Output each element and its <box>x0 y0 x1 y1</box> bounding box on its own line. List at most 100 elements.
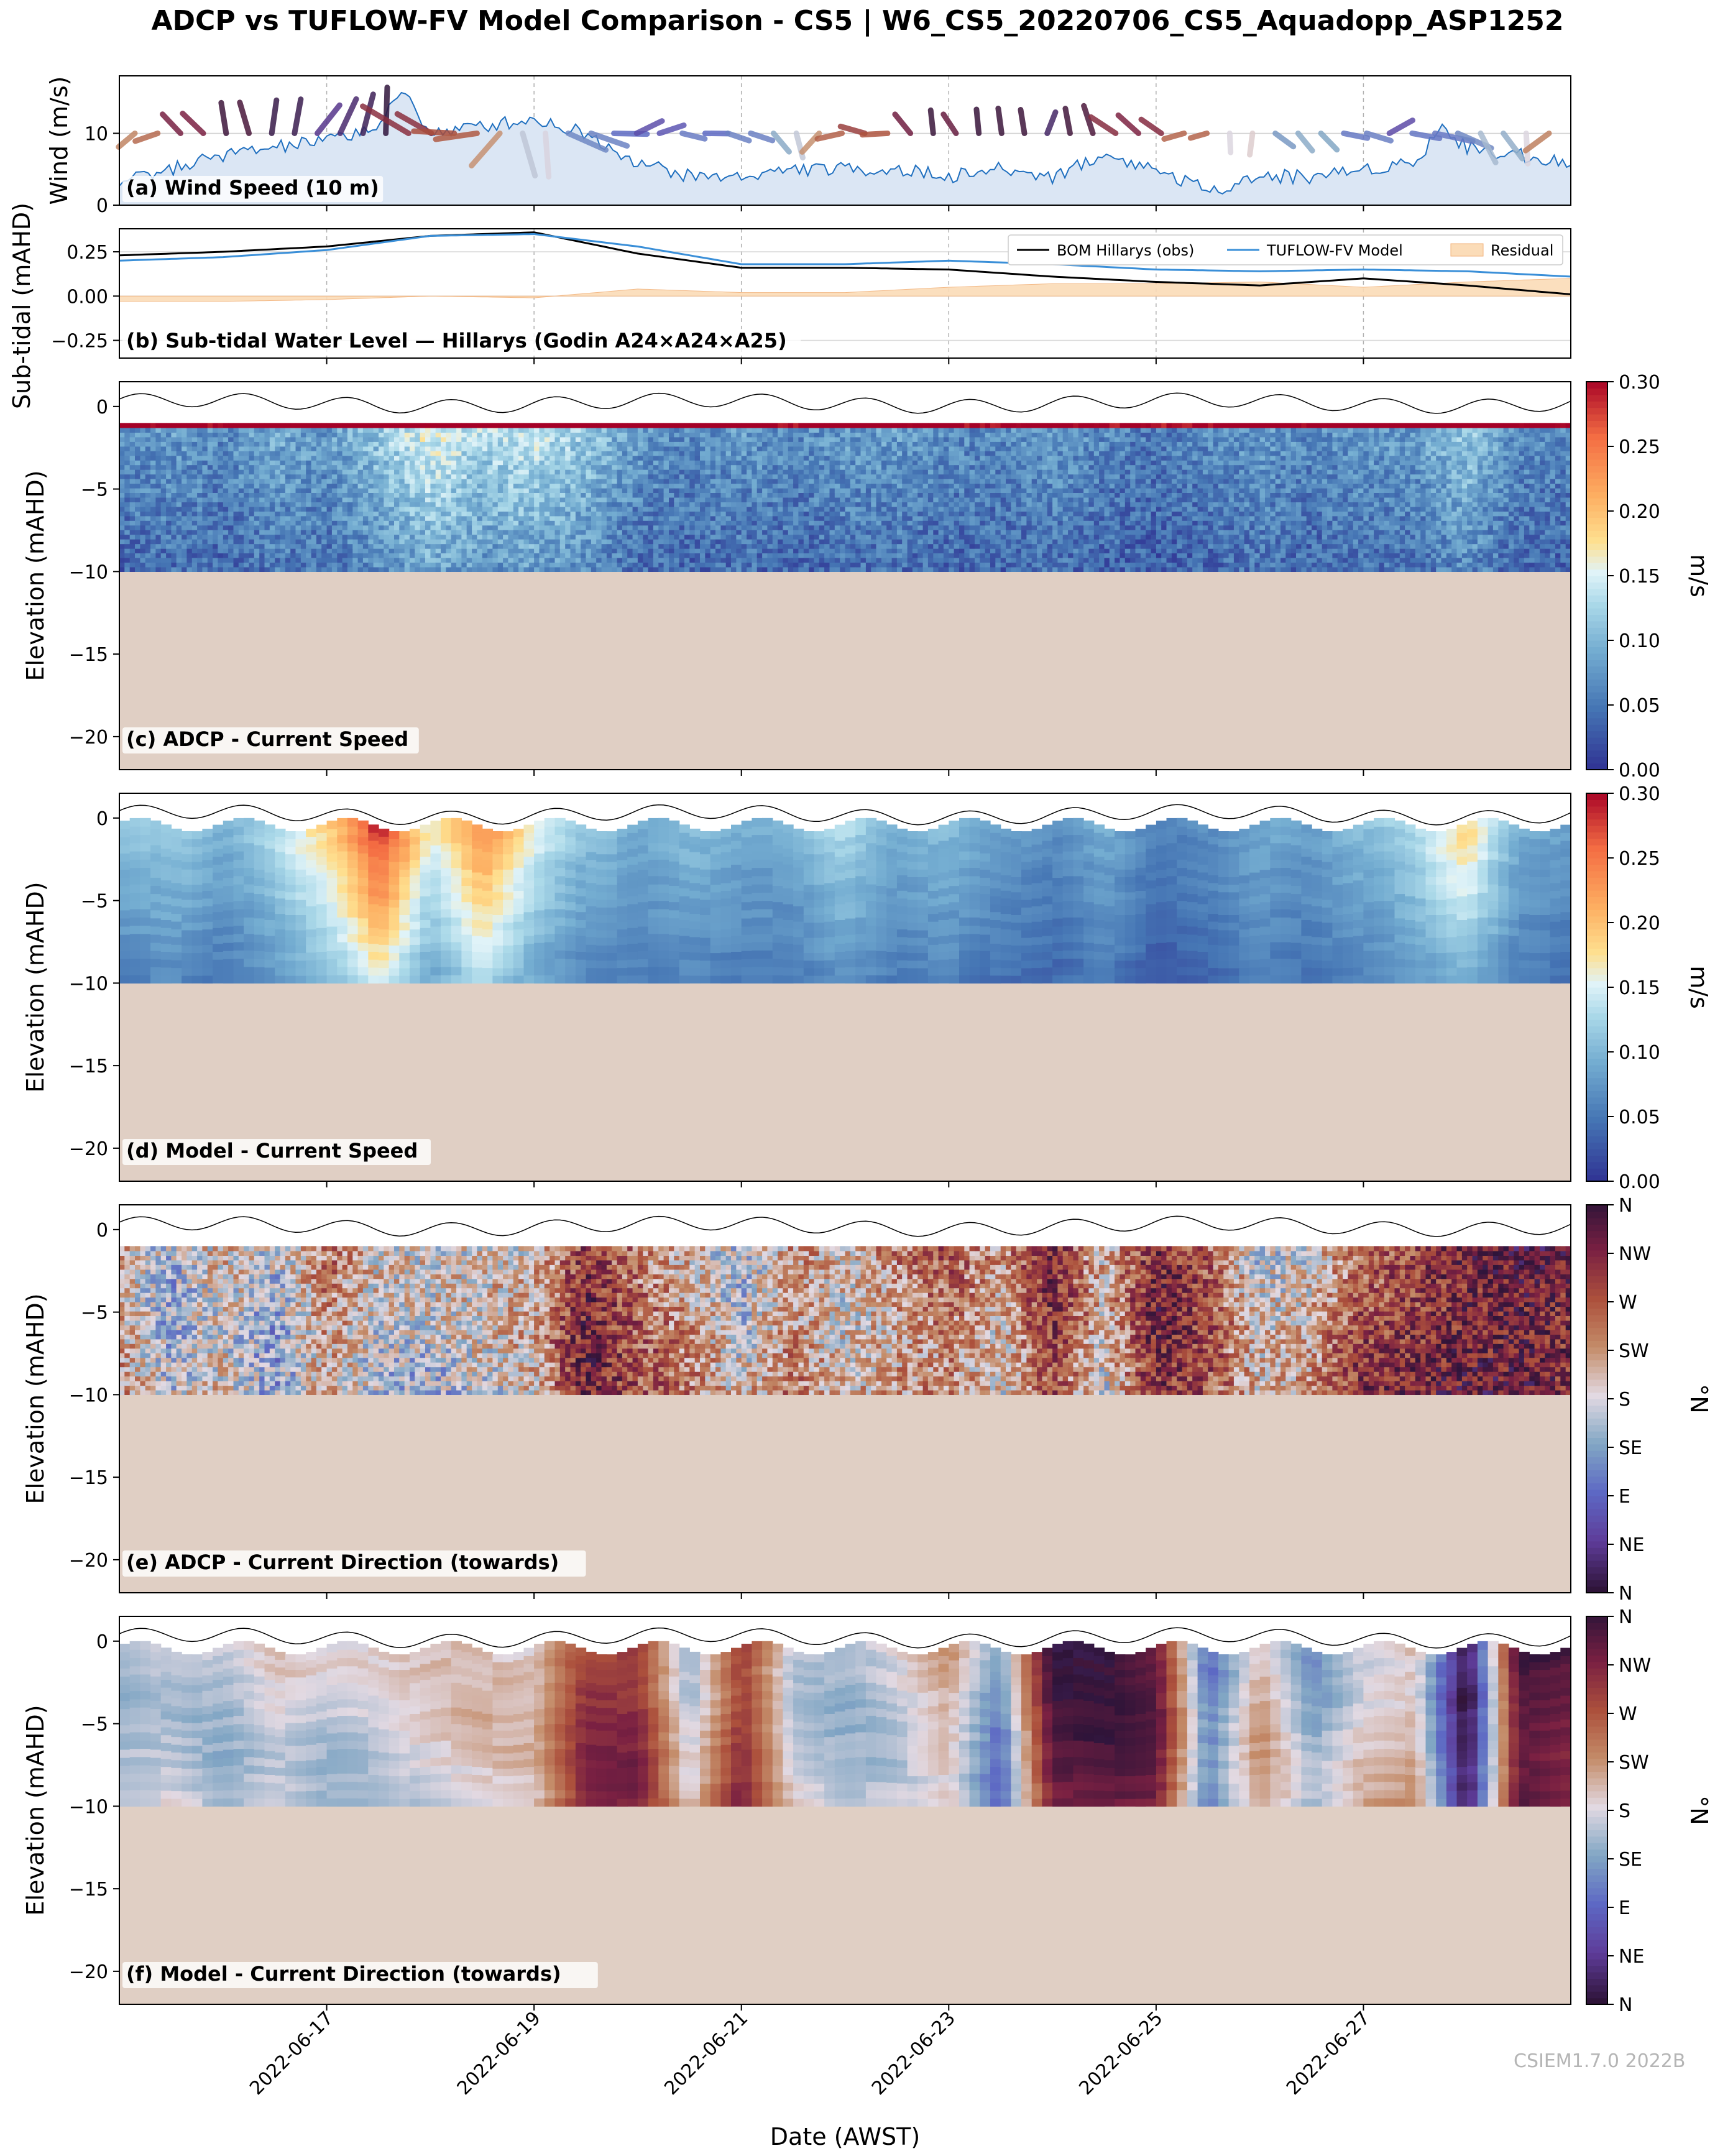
heatmap-cell <box>518 562 524 567</box>
heatmap-cell <box>596 548 602 553</box>
heatmap-cell <box>503 451 508 456</box>
heatmap-cell <box>689 423 695 428</box>
heatmap-cell <box>581 539 586 544</box>
heatmap-cell <box>363 511 369 516</box>
heatmap-cell <box>540 520 545 525</box>
heatmap-cell <box>586 544 592 549</box>
heatmap-cell <box>881 535 887 540</box>
heatmap-cell <box>487 516 493 521</box>
heatmap-cell <box>368 423 374 428</box>
heatmap-cell <box>343 460 348 465</box>
heatmap-cell <box>223 423 229 428</box>
heatmap-cell <box>436 567 441 572</box>
heatmap-cell <box>223 446 229 451</box>
heatmap-cell <box>881 520 887 525</box>
heatmap-cell <box>192 535 198 540</box>
heatmap-cell <box>368 539 374 544</box>
heatmap-cell <box>897 520 903 525</box>
heatmap-cell <box>280 456 286 461</box>
heatmap-cell <box>850 558 856 563</box>
heatmap-cell <box>747 507 752 512</box>
heatmap-cell <box>513 423 519 428</box>
heatmap-cell <box>560 469 566 474</box>
heatmap-cell <box>726 488 732 493</box>
heatmap-cell <box>374 548 379 553</box>
heatmap-cell <box>374 488 379 493</box>
heatmap-cell <box>881 460 887 465</box>
heatmap-cell <box>135 497 140 502</box>
heatmap-cell <box>234 423 239 428</box>
heatmap-cell <box>405 567 410 572</box>
heatmap-cell <box>306 535 311 540</box>
heatmap-cell <box>208 432 213 437</box>
heatmap-cell <box>363 516 369 521</box>
heatmap-cell <box>653 446 659 451</box>
heatmap-cell <box>757 479 763 484</box>
heatmap-cell <box>664 520 669 525</box>
heatmap-cell <box>192 553 198 558</box>
heatmap-cell <box>715 460 721 465</box>
heatmap-cell <box>581 548 586 553</box>
heatmap-cell <box>576 497 581 502</box>
heatmap-cell <box>130 465 136 470</box>
heatmap-cell <box>472 548 477 553</box>
heatmap-cell <box>778 484 783 489</box>
heatmap-cell <box>265 488 270 493</box>
heatmap-cell <box>866 520 871 525</box>
heatmap-cell <box>679 507 685 512</box>
heatmap-cell <box>239 530 244 535</box>
heatmap-cell <box>161 507 167 512</box>
heatmap-cell <box>472 474 477 479</box>
heatmap-cell <box>482 525 488 530</box>
wind-vector <box>1047 112 1055 133</box>
heatmap-cell <box>679 502 685 507</box>
heatmap-cell <box>487 502 493 507</box>
heatmap-cell <box>700 492 706 497</box>
heatmap-cell <box>555 502 561 507</box>
heatmap-cell <box>773 428 778 433</box>
heatmap-cell <box>265 428 270 433</box>
heatmap-cell <box>524 423 530 428</box>
heatmap-cell <box>124 456 130 461</box>
heatmap-cell <box>658 535 664 540</box>
heatmap-cell <box>177 446 182 451</box>
heatmap-cell <box>446 484 451 489</box>
heatmap-cell <box>845 451 851 456</box>
heatmap-cell <box>461 525 467 530</box>
heatmap-cell <box>337 465 343 470</box>
heatmap-cell <box>270 507 275 512</box>
heatmap-cell <box>461 469 467 474</box>
heatmap-cell <box>405 484 410 489</box>
heatmap-cell <box>757 469 763 474</box>
heatmap-cell <box>876 432 882 437</box>
heatmap-cell <box>596 516 602 521</box>
heatmap-cell <box>581 516 586 521</box>
heatmap-cell <box>627 432 633 437</box>
heatmap-cell <box>638 507 643 512</box>
heatmap-cell <box>726 441 732 446</box>
heatmap-cell <box>617 469 623 474</box>
heatmap-cell <box>700 456 706 461</box>
heatmap-cell <box>487 423 493 428</box>
heatmap-cell <box>332 428 338 433</box>
heatmap-cell <box>503 456 508 461</box>
heatmap-cell <box>259 544 265 549</box>
heatmap-cell <box>897 539 903 544</box>
heatmap-cell <box>467 474 472 479</box>
heatmap-cell <box>399 548 405 553</box>
heatmap-cell <box>845 456 851 461</box>
heatmap-cell <box>124 437 130 442</box>
heatmap-cell <box>399 469 405 474</box>
heatmap-cell <box>186 558 192 563</box>
heatmap-cell <box>571 465 576 470</box>
heatmap-cell <box>819 441 825 446</box>
heatmap-cell <box>555 539 561 544</box>
heatmap-cell <box>669 446 674 451</box>
heatmap-cell <box>228 535 234 540</box>
heatmap-cell <box>202 423 208 428</box>
heatmap-cell <box>249 562 255 567</box>
heatmap-cell <box>467 548 472 553</box>
heatmap-cell <box>540 488 545 493</box>
heatmap-cell <box>379 520 384 525</box>
heatmap-cell <box>177 428 182 433</box>
